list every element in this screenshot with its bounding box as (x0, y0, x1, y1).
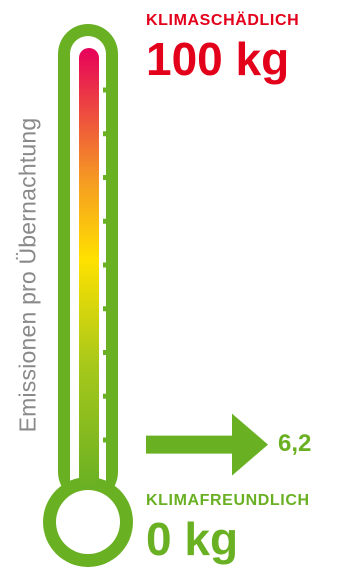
tick-mark (103, 262, 109, 268)
value-arrow (146, 413, 268, 476)
top-value: 100 kg (146, 33, 290, 85)
tick-mark (103, 393, 109, 399)
thermometer-bulb-inner (56, 490, 120, 554)
thermometer-fill (79, 48, 99, 488)
tick-mark (103, 218, 109, 224)
tick-mark (103, 350, 109, 355)
tick-mark (103, 306, 109, 312)
bottom-caption: KLIMAFREUNDLICH (146, 492, 310, 509)
axis-label: Emissionen pro Übernachtung (14, 117, 41, 433)
tick-mark (103, 87, 109, 93)
thermometer-ticks (103, 87, 109, 443)
tick-mark (103, 131, 109, 137)
tick-mark (103, 175, 109, 180)
top-caption: KLIMASCHÄDLICH (146, 12, 300, 29)
marker-value: 6,2 (278, 430, 312, 457)
bottom-value: 0 kg (146, 513, 239, 565)
tick-mark (103, 437, 109, 443)
